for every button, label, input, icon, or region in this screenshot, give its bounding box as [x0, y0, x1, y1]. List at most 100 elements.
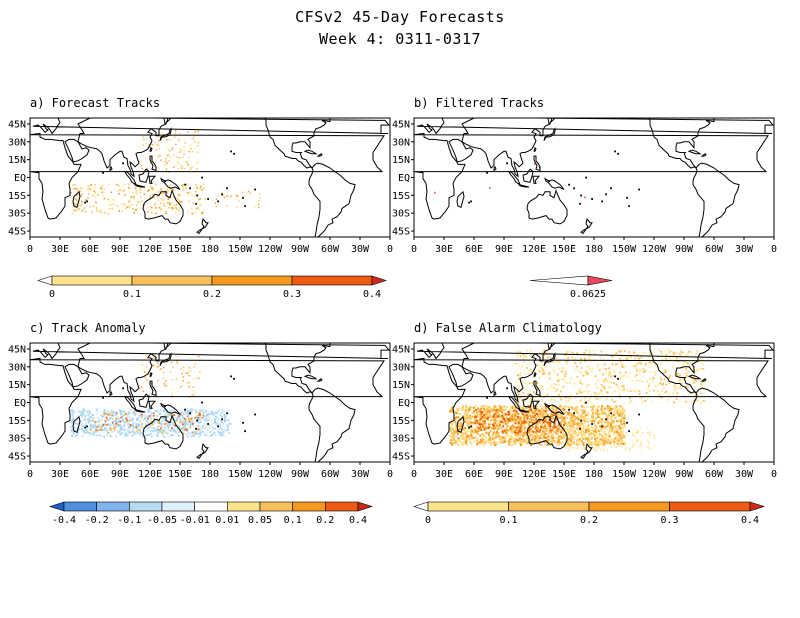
track-cell	[165, 161, 167, 163]
track-cell	[172, 424, 175, 426]
track-cell	[551, 384, 553, 386]
track-cell	[626, 357, 629, 360]
track-cell	[595, 433, 598, 436]
track-cell	[201, 426, 204, 429]
track-cell	[602, 378, 605, 381]
track-cell	[157, 379, 159, 382]
track-cell	[500, 409, 503, 411]
coastline-japan	[159, 352, 172, 366]
track-cell	[593, 349, 596, 352]
track-cell	[603, 432, 606, 435]
track-cell	[611, 363, 614, 365]
track-cell	[198, 198, 200, 201]
track-cell	[679, 387, 682, 390]
track-cell	[623, 402, 626, 405]
colorbar-bin	[427, 501, 509, 512]
island	[244, 205, 246, 208]
track-cell	[685, 376, 687, 378]
track-cell	[138, 432, 141, 435]
track-cell	[88, 412, 91, 415]
lon-label: 0	[771, 469, 777, 480]
track-cell	[105, 413, 107, 415]
track-cell	[628, 447, 631, 450]
track-cell	[629, 355, 632, 358]
track-cell	[503, 405, 506, 408]
track-cell	[174, 425, 176, 427]
track-cell	[598, 369, 601, 371]
track-cell	[623, 441, 625, 443]
track-cell	[467, 423, 470, 426]
track-cell	[80, 420, 83, 423]
track-cell	[539, 412, 542, 415]
island	[470, 200, 472, 203]
track-cell	[153, 413, 156, 416]
track-cell	[110, 409, 113, 412]
track-cell	[543, 372, 545, 375]
track-cell	[514, 395, 516, 397]
track-cell	[112, 424, 115, 427]
track-cell	[604, 427, 607, 430]
track-cell	[198, 208, 200, 211]
track-cell	[601, 410, 603, 413]
island	[189, 412, 191, 415]
track-cell	[622, 385, 625, 388]
track-cell	[628, 372, 631, 375]
track-cell	[149, 146, 151, 148]
track-cell	[579, 400, 582, 402]
track-cell	[605, 371, 607, 374]
track-cell	[685, 372, 688, 375]
track-cell	[621, 364, 623, 367]
track-cell	[155, 207, 157, 209]
track-cell	[562, 385, 565, 388]
track-cell	[115, 416, 118, 419]
track-cell	[163, 410, 165, 413]
track-cell	[83, 409, 86, 412]
track-cell	[104, 411, 107, 414]
track-cell	[556, 356, 559, 359]
coastline-australia	[526, 189, 568, 225]
track-cell	[631, 380, 633, 382]
track-cell	[163, 430, 166, 433]
track-cell	[554, 433, 557, 436]
track-cell	[135, 204, 138, 206]
island	[195, 202, 197, 205]
track-cell	[75, 427, 78, 429]
track-cell	[224, 429, 227, 432]
track-cell	[673, 352, 675, 355]
track-cell	[531, 414, 534, 417]
track-cell	[621, 431, 623, 434]
track-cell	[697, 361, 699, 364]
track-cell	[616, 441, 619, 443]
track-cell	[186, 430, 189, 432]
track-cell	[586, 387, 589, 389]
track-cell	[671, 392, 674, 395]
track-cell	[137, 430, 139, 433]
track-cell	[532, 416, 535, 419]
track-cell	[476, 443, 478, 446]
track-cell	[227, 425, 229, 428]
track-cell	[80, 411, 83, 414]
track-cell	[529, 421, 531, 424]
track-cell	[471, 431, 474, 434]
track-cell	[482, 420, 485, 422]
track-cell	[199, 198, 201, 200]
track-cell	[567, 444, 569, 446]
track-cell	[648, 385, 650, 387]
track-cell	[487, 440, 490, 443]
track-cell	[79, 204, 81, 207]
track-cell	[587, 412, 590, 415]
track-cell	[453, 432, 456, 435]
track-cell	[631, 441, 634, 443]
track-cell	[694, 395, 697, 397]
track-cell	[195, 184, 197, 186]
track-cell	[478, 408, 481, 411]
track-cell	[148, 409, 151, 411]
track-cell	[118, 433, 120, 436]
coastline-hispaniola	[316, 153, 323, 157]
track-cell	[546, 418, 549, 421]
track-cell	[125, 417, 128, 420]
track-cell	[187, 163, 189, 165]
track-cell	[621, 385, 624, 387]
track-cell	[160, 188, 162, 191]
lon-label: 120E	[138, 469, 162, 480]
